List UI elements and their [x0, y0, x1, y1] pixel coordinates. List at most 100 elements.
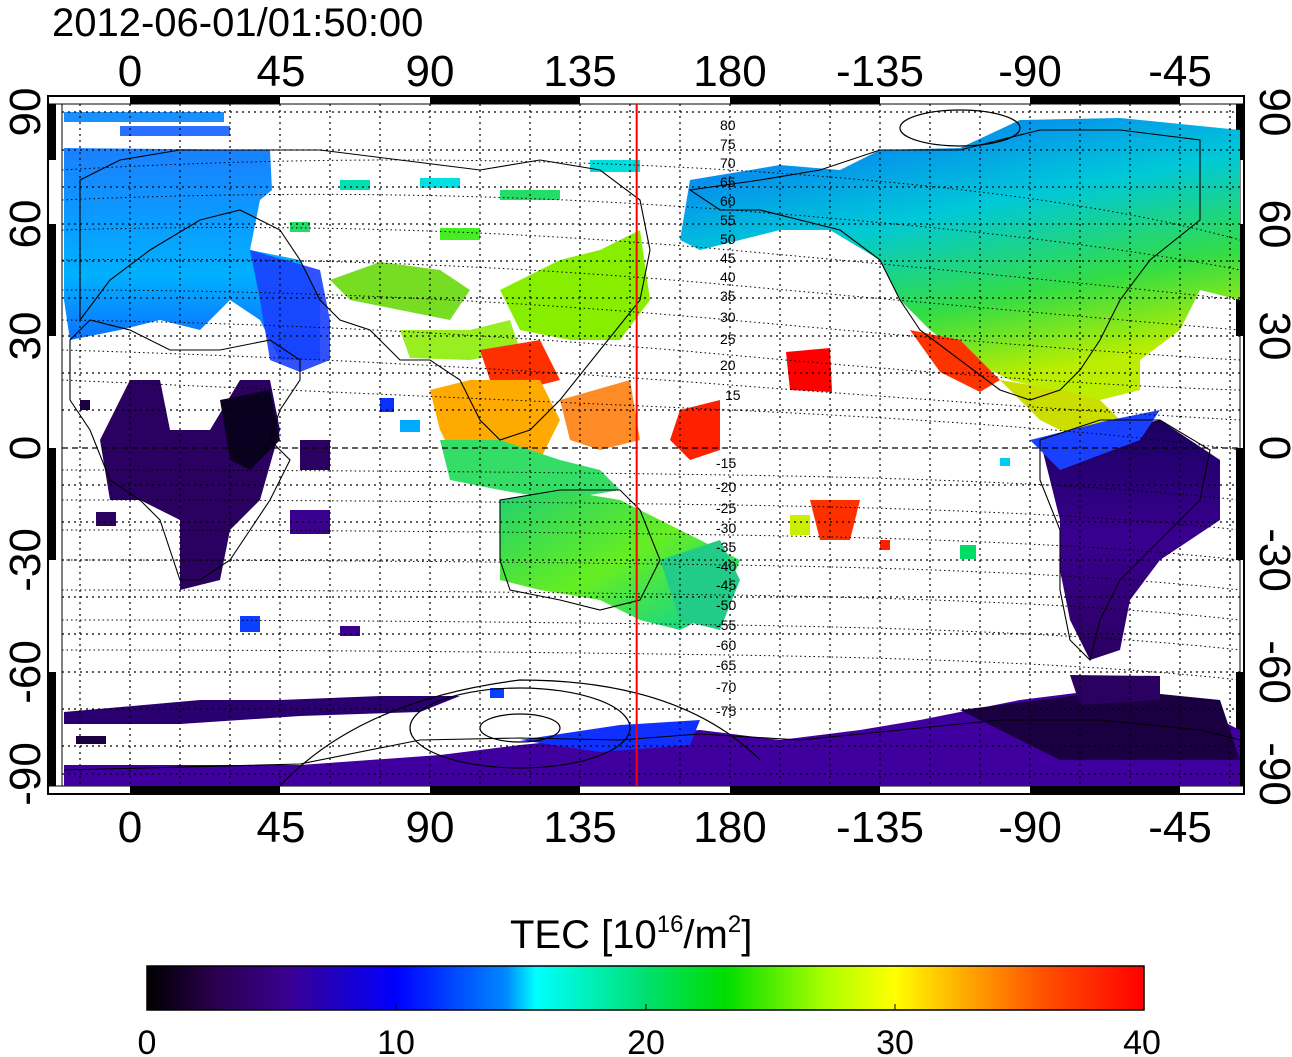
tec-patch [80, 400, 90, 410]
contour-label: -30 [716, 520, 736, 536]
tec-region-south-pacific [810, 500, 860, 540]
left-lat-label: 0 [1, 436, 50, 460]
bottom-lon-label: 45 [257, 803, 306, 852]
right-lat-label: 30 [1250, 312, 1292, 361]
bottom-lon-label: -90 [998, 803, 1062, 852]
magnetic-contours [62, 159, 1240, 681]
left-lat-label: -90 [1, 742, 50, 806]
bottom-lon-label: 0 [118, 803, 142, 852]
colorbar-tick-label: 0 [138, 1024, 157, 1057]
tec-region-africa-east [220, 390, 280, 470]
tec-region-southern-ocean [64, 696, 460, 724]
tec-region-central-asia [330, 262, 470, 320]
polar-contours [279, 109, 1021, 786]
tec-region-sa-north [1030, 410, 1160, 470]
tec-patch [790, 515, 810, 535]
contour-label: 80 [720, 117, 736, 133]
right-lat-label: 60 [1250, 200, 1292, 249]
contour-label: 45 [720, 250, 736, 266]
tec-region-pacific-west [560, 380, 640, 450]
right-lat-label: -60 [1250, 640, 1292, 704]
right-lat-label: 90 [1250, 88, 1292, 137]
colorbar-tick-label: 30 [876, 1024, 914, 1057]
tec-region-europe [64, 148, 320, 360]
colorbar-title: TEC [1016/m2] [510, 911, 752, 957]
tec-region-pacific-islands [670, 400, 720, 460]
right-latitude-labels: 90 60 30 0 -30 -60 -90 [1250, 88, 1292, 806]
tec-patch [400, 420, 420, 432]
contour-label: -55 [716, 617, 736, 633]
contour-label: -50 [716, 597, 736, 613]
left-latitude-labels: 90 60 30 0 -30 -60 -90 [1, 88, 50, 806]
top-longitude-labels: 0 45 90 135 180 -135 -90 -45 [118, 47, 1212, 96]
contour-label: 30 [720, 309, 736, 325]
top-lon-label: 45 [257, 47, 306, 96]
left-lat-label: 60 [1, 200, 50, 249]
contour-label: 65 [720, 174, 736, 190]
tec-patch [290, 222, 310, 232]
contour-label: -65 [716, 657, 736, 673]
tec-patch [960, 545, 976, 559]
tec-region-north-america [680, 118, 1240, 400]
contour-label: 60 [720, 193, 736, 209]
colorbar-gradient [146, 965, 1145, 1011]
contour-label: -70 [716, 679, 736, 695]
colorbar-tick-labels: 0 10 20 30 40 [138, 1024, 1161, 1057]
tec-patch [96, 512, 116, 526]
colorbar-tick-label: 40 [1123, 1024, 1161, 1057]
tec-patch [380, 398, 394, 412]
contour-label: -45 [716, 577, 736, 593]
bottom-lon-label: -135 [836, 803, 924, 852]
tec-patch [420, 178, 460, 188]
bottom-lon-label: -45 [1148, 803, 1212, 852]
top-lon-label: 0 [118, 47, 142, 96]
left-lat-label: -60 [1, 640, 50, 704]
contour-label: 55 [720, 212, 736, 228]
graticule [62, 104, 1240, 786]
tec-region-sa-tip [1070, 675, 1160, 705]
colorbar-tick-label: 20 [627, 1024, 665, 1057]
contour-label: 40 [720, 269, 736, 285]
tec-patch [300, 440, 330, 470]
contour-label: -60 [716, 637, 736, 653]
contour-labels-south: -15 -20 -25 -30 -35 -40 -45 -50 -55 -60 … [716, 455, 736, 719]
top-lon-label: -45 [1148, 47, 1212, 96]
tec-region-nz [660, 540, 740, 630]
top-lon-label: 135 [543, 47, 616, 96]
tec-region-antarctica-east [520, 720, 700, 752]
colorbar-title-exponent: 16 [657, 911, 684, 938]
tec-region-arctic [64, 112, 224, 122]
contour-label: 75 [720, 136, 736, 152]
tec-patch [880, 540, 890, 550]
colorbar-title-prefix: TEC [10 [510, 913, 657, 957]
contour-label: 20 [720, 357, 736, 373]
figure-title: 2012-06-01/01:50:00 [52, 1, 423, 45]
coastlines [63, 129, 1240, 771]
contour-label: 50 [720, 231, 736, 247]
tec-region-china-hot [480, 340, 560, 390]
bottom-lon-label: 180 [693, 803, 766, 852]
tec-region-mexico [910, 330, 1000, 392]
contour-label: -25 [716, 500, 736, 516]
contour-labels-north: 80 75 70 65 60 55 50 45 40 35 30 25 20 1… [720, 117, 741, 403]
tec-patch [340, 180, 370, 190]
colorbar-title-unit-exponent: 2 [728, 911, 741, 938]
left-lat-label: 90 [1, 88, 50, 137]
tec-patch [440, 228, 480, 240]
contour-label: 15 [725, 387, 741, 403]
tec-patch [1000, 458, 1010, 466]
tec-region-hawaii [786, 348, 832, 392]
tec-region-arctic [120, 126, 230, 136]
top-lon-label: -135 [836, 47, 924, 96]
right-lat-label: -30 [1250, 528, 1292, 592]
tec-patch [76, 736, 106, 744]
tec-patch [490, 688, 504, 698]
contour-label: -40 [716, 558, 736, 574]
colorbar [146, 965, 1145, 1011]
tec-patch [340, 626, 360, 636]
contour-label: -35 [716, 539, 736, 555]
tec-patch [590, 160, 640, 172]
bottom-lon-label: 90 [406, 803, 455, 852]
right-lat-label: 0 [1250, 436, 1292, 460]
